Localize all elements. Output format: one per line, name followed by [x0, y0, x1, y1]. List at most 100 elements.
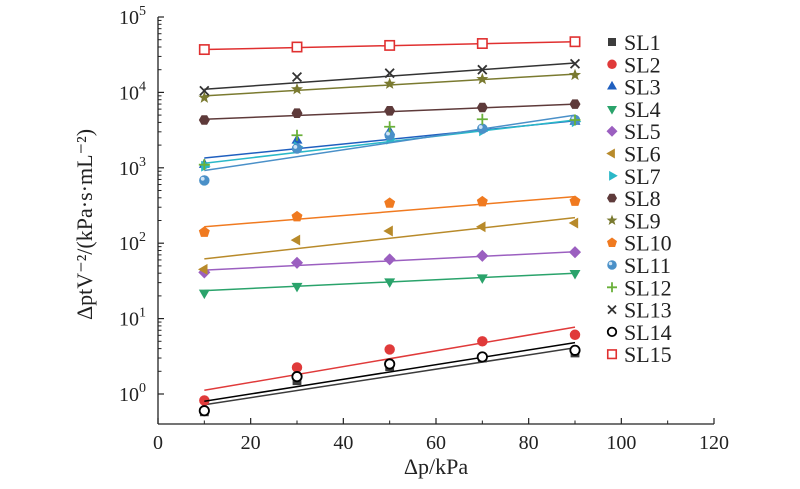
series-sl15: [198, 36, 581, 56]
fit-line-sl14: [204, 341, 576, 403]
legend-label: SL3: [624, 75, 661, 100]
legend-label: SL8: [624, 186, 661, 211]
data-point-sl9: [568, 68, 582, 81]
data-point-sl14: [384, 358, 396, 370]
data-point-sl5: [476, 249, 489, 262]
legend-item-sl2: SL2: [607, 52, 661, 77]
data-point-sl10: [198, 226, 210, 237]
series-sl13: [199, 58, 581, 96]
legend-marker: [607, 106, 617, 115]
data-point-sl2: [291, 362, 303, 373]
data-point-sl9: [198, 91, 211, 103]
data-point-sl14: [476, 351, 488, 363]
legend-marker: [609, 170, 618, 181]
data-point-sl6: [383, 225, 393, 237]
legend-label: SL1: [624, 30, 661, 55]
data-point-sl13: [291, 71, 303, 83]
fit-line-sl11: [204, 114, 576, 172]
data-point-sl4: [476, 274, 488, 284]
y-axis: 100 101 102 103 104 105: [119, 4, 164, 424]
legend-marker: [606, 214, 618, 226]
data-point-sl13: [477, 64, 488, 75]
data-point-sl6: [290, 234, 301, 246]
legend-item-sl12: SL12: [607, 275, 672, 300]
legend-item-sl8: SL8: [607, 186, 661, 211]
legend-label: SL2: [624, 52, 661, 77]
y-tick-label: 101: [119, 306, 146, 331]
data-point-sl8: [569, 99, 581, 109]
x-tick-label: 80: [519, 432, 539, 454]
series-sl8: [198, 99, 581, 125]
series-sl11: [199, 114, 581, 186]
fit-line-sl10: [204, 195, 576, 228]
data-point-sl15: [384, 39, 396, 51]
legend-item-sl6: SL6: [606, 142, 661, 167]
series-sl10: [198, 195, 581, 237]
legend-label: SL13: [624, 298, 672, 323]
legend-item-sl13: SL13: [607, 298, 672, 323]
y-tick-label: 105: [119, 4, 146, 29]
plot-area: [198, 36, 582, 417]
legend-marker: [607, 59, 617, 70]
y-tick-label: 100: [119, 381, 146, 406]
data-point-sl2: [384, 344, 395, 355]
fit-line-sl6: [204, 216, 576, 260]
legend-marker: [608, 38, 616, 46]
legend-marker: [606, 349, 618, 360]
legend-marker: [607, 260, 617, 270]
data-point-sl4: [198, 289, 210, 300]
data-point-sl15: [291, 41, 303, 53]
series-sl12: [198, 113, 581, 171]
data-point-sl12: [476, 113, 488, 125]
legend-marker: [607, 304, 617, 315]
data-point-sl2: [477, 336, 488, 347]
data-point-sl9: [383, 77, 396, 89]
x-tick-label: 0: [153, 432, 163, 454]
legend-marker: [606, 125, 618, 137]
data-point-sl5: [290, 256, 304, 269]
x-axis: 0 20 40 60 80 100 120: [153, 418, 729, 454]
data-point-sl2: [569, 329, 581, 341]
data-point-sl12: [384, 121, 396, 133]
data-point-sl10: [384, 197, 396, 208]
data-point-sl14: [198, 405, 210, 417]
legend-item-sl11: SL11: [607, 253, 671, 278]
data-point-sl6: [476, 221, 486, 233]
legend-label: SL7: [624, 164, 661, 189]
data-point-sl9: [290, 82, 304, 95]
data-point-sl11: [477, 123, 488, 134]
legend-item-sl7: SL7: [609, 164, 661, 189]
data-point-sl4: [569, 270, 581, 280]
series-sl9: [198, 68, 582, 103]
y-axis-label: ΔptV⁻²/(kPa·s·mL⁻²): [72, 129, 97, 320]
data-point-sl5: [383, 253, 396, 266]
x-tick-label: 40: [333, 432, 353, 454]
fit-line-sl1: [204, 347, 576, 406]
x-tick-label: 20: [241, 432, 261, 454]
legend-label: SL6: [624, 142, 661, 167]
data-point-sl4: [291, 282, 303, 293]
legend-marker: [607, 237, 617, 247]
legend-marker: [606, 326, 618, 338]
legend-label: SL12: [624, 275, 672, 300]
data-point-sl15: [569, 36, 581, 48]
data-point-sl14: [291, 371, 303, 383]
data-point-sl13: [199, 85, 210, 96]
legend-label: SL5: [624, 119, 661, 144]
data-point-sl15: [198, 44, 210, 56]
y-tick-label: 103: [119, 155, 146, 180]
x-axis-label: Δp/kPa: [404, 454, 468, 479]
legend-item-sl4: SL4: [607, 97, 661, 122]
axes: 0 20 40 60 80 100 120 100 101 102 103 104 105 Δp/kP…: [72, 4, 729, 479]
data-point-sl12: [291, 129, 303, 141]
legend-label: SL15: [624, 342, 672, 367]
legend-item-sl1: SL1: [608, 30, 661, 55]
data-point-sl2: [199, 395, 210, 406]
data-point-sl10: [476, 195, 488, 207]
data-point-sl10: [291, 210, 303, 222]
legend-marker: [607, 282, 617, 293]
series-sl14: [198, 341, 581, 417]
data-point-sl11: [199, 175, 210, 186]
data-point-sl15: [476, 38, 488, 49]
legend: SL1SL2SL3SL4SL5SL6SL7SL8SL9SL10SL11SL12S…: [606, 30, 672, 367]
